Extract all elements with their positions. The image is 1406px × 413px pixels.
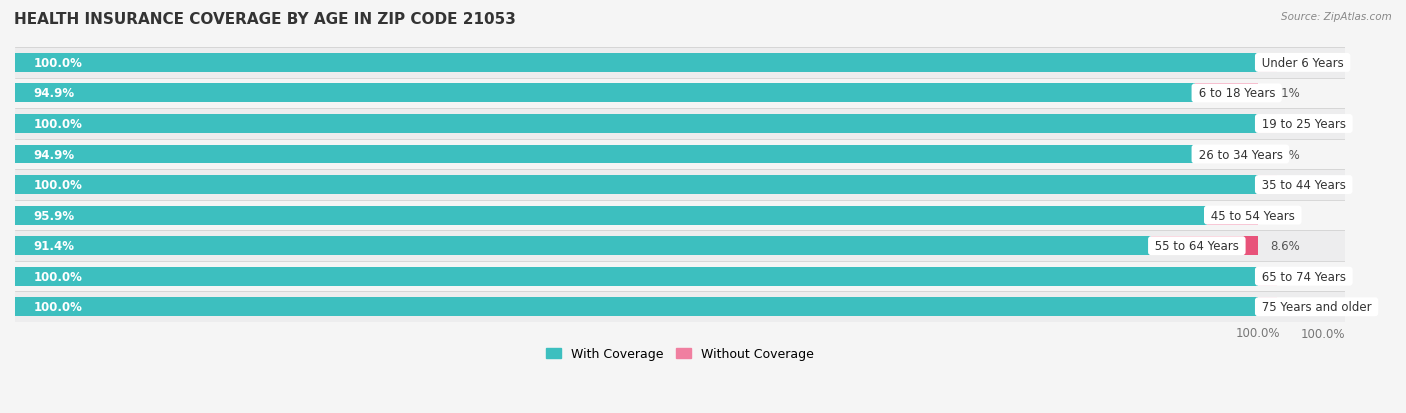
Bar [15, 109, 1346, 140]
Bar [15, 200, 1346, 231]
Bar [1258, 267, 1277, 286]
Bar [1258, 115, 1277, 134]
Text: 0.0%: 0.0% [1289, 301, 1319, 313]
Text: 0.0%: 0.0% [1289, 179, 1319, 192]
Bar [1206, 206, 1258, 225]
Bar [15, 206, 1206, 225]
Text: 100.0%: 100.0% [34, 118, 83, 131]
Bar [15, 292, 1346, 322]
Text: 4.1%: 4.1% [1271, 209, 1301, 222]
Text: 100.0%: 100.0% [1301, 327, 1346, 340]
Text: 0.0%: 0.0% [1289, 270, 1319, 283]
Text: 0.0%: 0.0% [1289, 57, 1319, 70]
Text: 6 to 18 Years: 6 to 18 Years [1195, 87, 1279, 100]
Text: 94.9%: 94.9% [34, 87, 75, 100]
Text: 8.6%: 8.6% [1271, 240, 1301, 253]
Bar [15, 84, 1195, 103]
Text: 55 to 64 Years: 55 to 64 Years [1152, 240, 1243, 253]
Bar [15, 231, 1346, 261]
Bar [15, 48, 1346, 78]
Text: 5.1%: 5.1% [1271, 87, 1301, 100]
Bar [15, 145, 1195, 164]
Bar [1258, 54, 1277, 73]
Bar [1195, 84, 1258, 103]
Text: 45 to 54 Years: 45 to 54 Years [1206, 209, 1299, 222]
Bar [15, 267, 1258, 286]
Text: 100.0%: 100.0% [34, 57, 83, 70]
Text: 75 Years and older: 75 Years and older [1258, 301, 1375, 313]
Bar [15, 140, 1346, 170]
Text: 0.0%: 0.0% [1289, 118, 1319, 131]
Text: 95.9%: 95.9% [34, 209, 75, 222]
Bar [15, 237, 1152, 256]
Text: HEALTH INSURANCE COVERAGE BY AGE IN ZIP CODE 21053: HEALTH INSURANCE COVERAGE BY AGE IN ZIP … [14, 12, 516, 27]
Text: 35 to 44 Years: 35 to 44 Years [1258, 179, 1350, 192]
Text: 94.9%: 94.9% [34, 148, 75, 161]
Text: 19 to 25 Years: 19 to 25 Years [1258, 118, 1350, 131]
Bar [15, 170, 1346, 200]
Bar [15, 298, 1258, 316]
Legend: With Coverage, Without Coverage: With Coverage, Without Coverage [541, 342, 818, 366]
Text: 5.1%: 5.1% [1271, 148, 1301, 161]
Text: 100.0%: 100.0% [34, 270, 83, 283]
Bar [15, 176, 1258, 195]
Text: 65 to 74 Years: 65 to 74 Years [1258, 270, 1350, 283]
Text: 100.0%: 100.0% [34, 179, 83, 192]
Text: 26 to 34 Years: 26 to 34 Years [1195, 148, 1286, 161]
Bar [1152, 237, 1258, 256]
Bar [15, 54, 1258, 73]
Bar [15, 115, 1258, 134]
Bar [15, 78, 1346, 109]
Bar [15, 261, 1346, 292]
Text: Source: ZipAtlas.com: Source: ZipAtlas.com [1281, 12, 1392, 22]
Text: Under 6 Years: Under 6 Years [1258, 57, 1347, 70]
Text: 91.4%: 91.4% [34, 240, 75, 253]
Bar [1195, 145, 1258, 164]
Text: 100.0%: 100.0% [34, 301, 83, 313]
Bar [1258, 176, 1277, 195]
Bar [1258, 298, 1277, 316]
